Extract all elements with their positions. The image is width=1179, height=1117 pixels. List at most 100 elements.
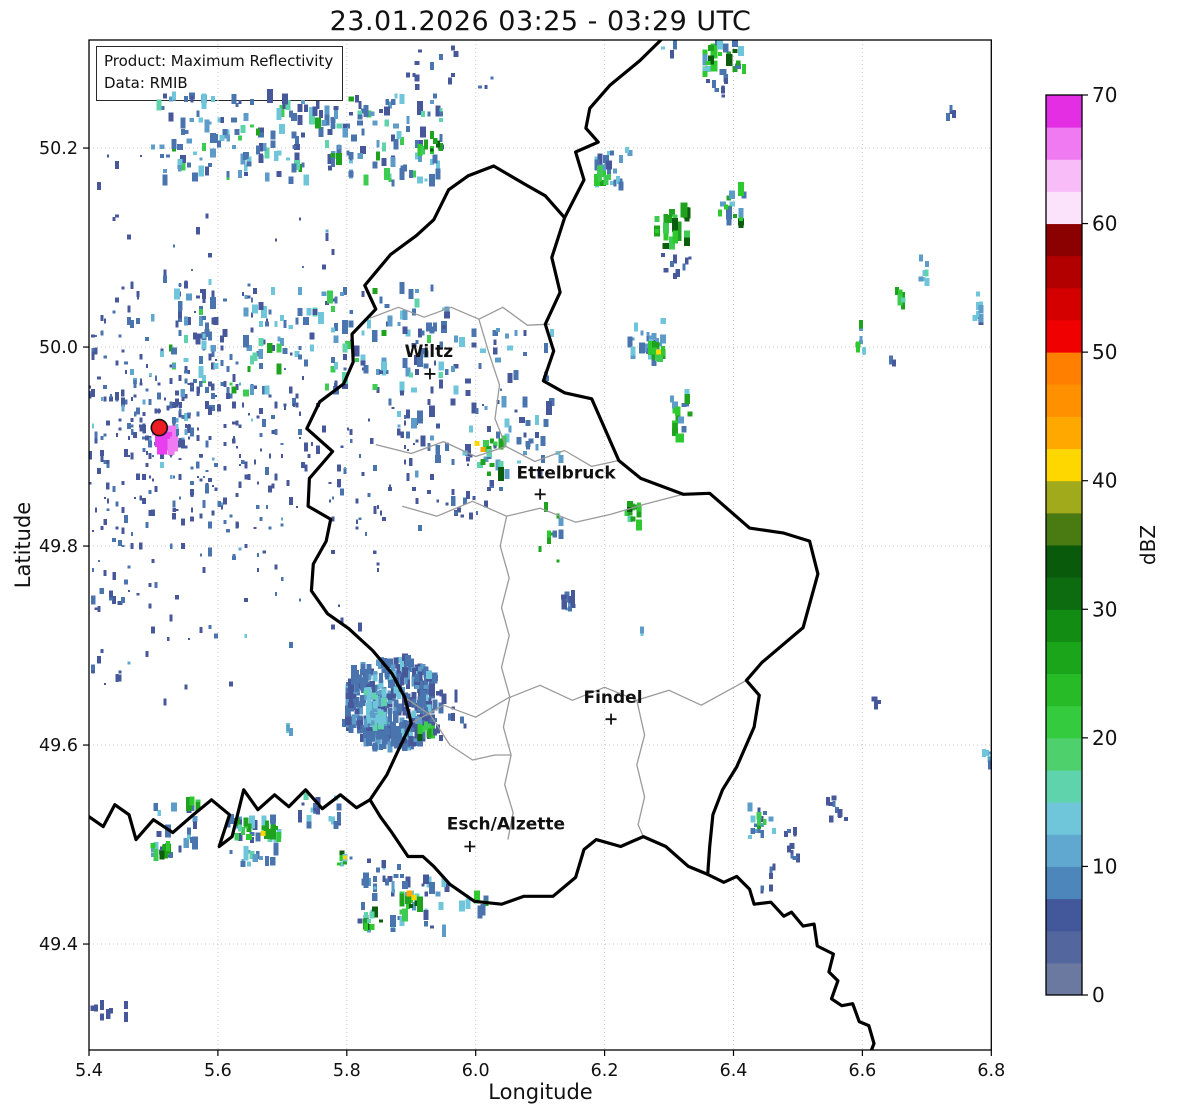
echo-pixel bbox=[978, 313, 984, 323]
echo-pixel bbox=[175, 594, 179, 600]
echo-pixel bbox=[669, 395, 675, 403]
echo-pixel bbox=[257, 481, 260, 485]
echo-pixel bbox=[127, 305, 131, 313]
echo-pixel bbox=[361, 128, 365, 136]
echo-pixel bbox=[459, 337, 465, 347]
echo-pixel bbox=[418, 689, 423, 697]
axis-ticks bbox=[83, 147, 992, 1056]
echo-pixel bbox=[83, 399, 86, 405]
echo-pixel bbox=[331, 249, 335, 255]
echo-pixel bbox=[223, 519, 227, 525]
echo-pixel bbox=[89, 451, 92, 455]
echo-pixel bbox=[381, 688, 386, 698]
echo-pixel bbox=[105, 1009, 111, 1019]
echo-pixel bbox=[399, 381, 405, 393]
echo-pixel bbox=[684, 388, 690, 398]
echo-pixel bbox=[925, 269, 929, 277]
echo-pixel bbox=[375, 659, 381, 667]
echo-pixel bbox=[295, 393, 299, 399]
echo-pixel bbox=[214, 487, 218, 491]
echo-pixel bbox=[369, 924, 375, 930]
echo-pixel bbox=[262, 385, 266, 395]
echo-pixel bbox=[241, 459, 245, 464]
echo-pixel bbox=[159, 144, 165, 150]
echo-pixel bbox=[393, 711, 399, 723]
echo-pixel bbox=[406, 448, 410, 452]
echo-pixel bbox=[427, 489, 431, 495]
colorbar-tick-label: 0 bbox=[1092, 983, 1105, 1007]
echo-pixel bbox=[151, 853, 155, 857]
echo-pixel bbox=[415, 368, 419, 376]
echo-pixel bbox=[204, 119, 210, 133]
echo-pixel bbox=[294, 136, 300, 147]
echo-pixel bbox=[465, 390, 471, 396]
echo-pixel bbox=[276, 171, 282, 177]
echo-pixel bbox=[843, 816, 848, 822]
echo-pixel bbox=[415, 497, 419, 504]
echo-pixel bbox=[360, 695, 366, 703]
echo-pixel bbox=[139, 424, 143, 428]
echo-pixel bbox=[252, 854, 258, 862]
echo-pixel bbox=[978, 305, 984, 313]
echo-pixel bbox=[231, 386, 237, 394]
echo-pixel bbox=[345, 688, 350, 698]
echo-pixel bbox=[181, 439, 185, 449]
echo-pixel bbox=[166, 154, 170, 158]
echo-pixel bbox=[235, 361, 239, 365]
echo-pixel bbox=[631, 337, 635, 341]
echo-pixel bbox=[382, 875, 386, 883]
echo-pixel bbox=[384, 716, 390, 730]
echo-pixel bbox=[450, 713, 456, 721]
echo-pixel bbox=[19, 341, 23, 349]
echo-pixel bbox=[109, 396, 113, 402]
echo-pixel bbox=[291, 112, 297, 121]
echo-pixel bbox=[130, 281, 134, 289]
y-tick-label: 49.4 bbox=[39, 935, 78, 955]
colorbar-segment bbox=[1046, 223, 1082, 257]
echo-pixel bbox=[477, 905, 483, 919]
district-border-line bbox=[636, 700, 646, 837]
echo-pixel bbox=[199, 333, 203, 339]
echo-pixel bbox=[397, 322, 401, 326]
echo-pixel bbox=[381, 859, 387, 869]
echo-pixel bbox=[324, 114, 330, 126]
echo-pixel bbox=[160, 350, 164, 358]
echo-pixel bbox=[894, 286, 900, 296]
echo-pixel bbox=[172, 512, 176, 520]
echo-pixel bbox=[315, 796, 321, 806]
echo-pixel bbox=[976, 291, 981, 297]
echo-pixel bbox=[175, 398, 179, 406]
echo-pixel bbox=[169, 475, 173, 479]
echo-pixel bbox=[133, 394, 137, 398]
echo-pixel bbox=[396, 130, 402, 139]
echo-pixel bbox=[238, 547, 242, 551]
echo-pixel bbox=[336, 803, 342, 811]
echo-pixel bbox=[262, 339, 266, 345]
echo-pixel bbox=[133, 496, 137, 500]
echo-pixel bbox=[403, 415, 407, 419]
echo-pixel bbox=[360, 901, 366, 911]
echo-pixel bbox=[451, 72, 456, 78]
echo-pixel bbox=[660, 252, 666, 258]
echo-pixel bbox=[405, 876, 411, 888]
echo-pixel bbox=[504, 468, 510, 480]
echo-pixel bbox=[112, 217, 116, 221]
echo-pixel bbox=[303, 174, 309, 186]
radar-echo-layer bbox=[19, 40, 992, 1022]
echo-pixel bbox=[675, 411, 681, 423]
echo-pixel bbox=[95, 335, 97, 338]
echo-pixel bbox=[100, 1013, 104, 1021]
echo-pixel bbox=[760, 830, 764, 838]
echo-pixel bbox=[267, 89, 273, 103]
echo-pixel bbox=[237, 832, 243, 841]
echo-pixel bbox=[255, 128, 261, 136]
echo-pixel bbox=[385, 321, 389, 327]
echo-pixel bbox=[639, 342, 645, 354]
echo-pixel bbox=[688, 256, 692, 260]
echo-pixel bbox=[121, 349, 125, 353]
city-marker bbox=[534, 488, 546, 500]
echo-pixel bbox=[391, 881, 395, 889]
echo-pixel bbox=[334, 296, 338, 304]
echo-pixel bbox=[268, 485, 272, 493]
echo-pixel bbox=[196, 227, 200, 235]
